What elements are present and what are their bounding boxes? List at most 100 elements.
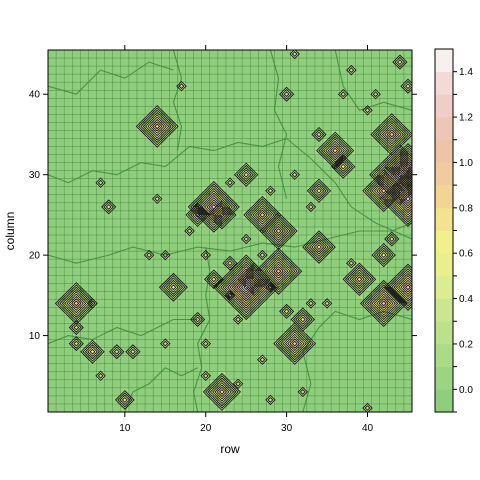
heatmap-cell	[169, 130, 178, 139]
contour-line	[187, 180, 240, 233]
heatmap-cell	[88, 210, 97, 220]
heatmap-cell	[347, 323, 356, 332]
heatmap-cell	[80, 331, 89, 340]
heatmap-cell	[250, 122, 259, 131]
heatmap-cell	[96, 243, 105, 252]
heatmap-cell	[185, 387, 194, 397]
heatmap-cell	[363, 170, 372, 180]
heatmap-cell	[371, 170, 380, 180]
heatmap-cell	[306, 363, 316, 373]
heatmap-cell	[234, 243, 243, 252]
heatmap-cell	[104, 82, 114, 91]
contour-line	[267, 187, 274, 194]
heatmap-cell	[96, 339, 105, 348]
contour-line	[185, 202, 210, 228]
heatmap-cell	[331, 66, 340, 75]
contour-line	[384, 263, 412, 311]
heatmap-cell	[193, 267, 202, 276]
heatmap-cell	[185, 58, 194, 67]
heatmap-cell	[112, 331, 122, 340]
heatmap-cell	[347, 82, 356, 91]
heatmap-cell	[323, 202, 332, 212]
heatmap-cell	[88, 379, 97, 389]
heatmap-cell	[96, 90, 105, 99]
heatmap-cell	[371, 339, 380, 348]
colorbar-swatch	[435, 162, 453, 186]
heatmap-cell	[225, 122, 235, 131]
heatmap-cell	[282, 146, 291, 155]
colorbar-swatch	[435, 253, 453, 277]
heatmap-cell	[306, 162, 316, 171]
heatmap-cell	[298, 251, 308, 260]
contour-line	[192, 185, 236, 229]
heatmap-cell	[250, 66, 259, 75]
heatmap-cell	[379, 186, 389, 196]
heatmap-cell	[161, 202, 170, 212]
heatmap-cell	[209, 323, 219, 332]
heatmap-cell	[104, 323, 114, 332]
heatmap-cell	[128, 178, 138, 188]
heatmap-cell	[339, 74, 348, 83]
contour-line	[162, 252, 169, 259]
heatmap-cell	[331, 90, 340, 99]
heatmap-cell	[112, 291, 122, 300]
heatmap-cell	[80, 210, 89, 220]
heatmap-cell	[217, 387, 227, 397]
heatmap-cell	[88, 50, 97, 59]
x-tick-label: 10	[119, 423, 131, 434]
contour-line	[292, 309, 313, 330]
heatmap-cell	[88, 403, 97, 412]
heatmap-cell	[379, 82, 389, 91]
heatmap-cell	[274, 259, 283, 268]
heatmap-cell	[56, 339, 65, 348]
heatmap-cell	[193, 122, 202, 131]
contour-line	[287, 336, 303, 352]
heatmap-cell	[387, 251, 397, 260]
heatmap-cell	[282, 178, 291, 188]
heatmap-cell	[339, 355, 348, 365]
heatmap-cell	[298, 235, 308, 244]
heatmap-cell	[306, 202, 316, 212]
heatmap-cell	[161, 50, 170, 59]
heatmap-cell	[104, 379, 114, 389]
contour-line	[381, 172, 412, 225]
heatmap-cell	[331, 355, 340, 365]
heatmap-cell	[48, 114, 57, 123]
heatmap-cell	[225, 114, 235, 123]
heatmap-cell	[363, 243, 372, 252]
contour-line	[227, 260, 233, 267]
heatmap-cell	[96, 74, 105, 83]
heatmap-cell	[306, 170, 316, 180]
heatmap-cell	[169, 235, 178, 244]
heatmap-cell	[104, 218, 114, 228]
contour-line	[404, 195, 411, 202]
heatmap-cell	[395, 347, 405, 356]
heatmap-cell	[298, 122, 308, 131]
heatmap-cell	[209, 98, 219, 107]
heatmap-cell	[234, 74, 243, 83]
contour-line	[291, 171, 298, 178]
heatmap-cell	[395, 283, 405, 292]
contour-line	[388, 179, 412, 218]
colorbar-swatch	[435, 275, 453, 299]
heatmap-cell	[339, 307, 348, 316]
heatmap-cell	[145, 275, 154, 284]
heatmap-cell	[403, 90, 412, 99]
heatmap-cell	[225, 323, 235, 332]
heatmap-cell	[298, 371, 308, 381]
heatmap-cell	[112, 186, 122, 196]
heatmap-cell	[298, 259, 308, 268]
heatmap-cell	[282, 291, 291, 300]
heatmap-cell	[128, 114, 138, 123]
heatmap-cell	[371, 315, 380, 324]
heatmap-cell	[339, 315, 348, 324]
heatmap-cell	[217, 66, 227, 75]
heatmap-cell	[145, 347, 154, 356]
heatmap-cell	[395, 226, 405, 236]
heatmap-cell	[266, 90, 275, 99]
heatmap-cell	[128, 403, 138, 412]
heatmap-cell	[80, 58, 89, 67]
heatmap-cell	[185, 275, 194, 284]
heatmap-cell	[371, 210, 380, 220]
